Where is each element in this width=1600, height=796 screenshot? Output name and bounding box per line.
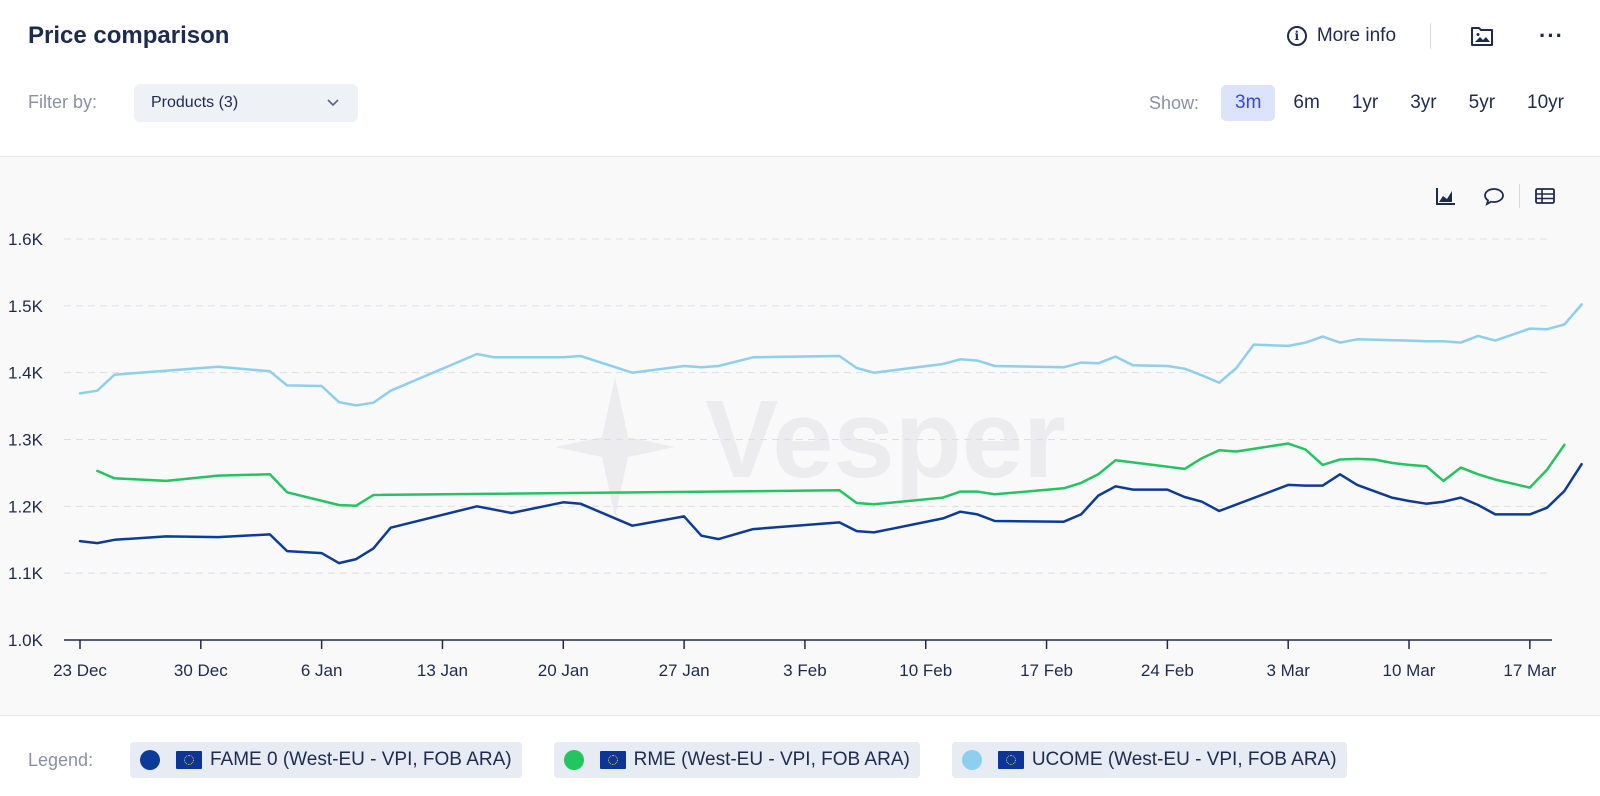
series-lines [78,303,1583,565]
image-export-icon[interactable] [1469,23,1495,49]
grid-lines [64,238,1552,574]
x-tick-label: 20 Jan [538,661,589,680]
y-axis: 1.0K 1.1K 1.2K 1.3K 1.4K 1.5K 1.6K [8,230,44,650]
legend: Legend: FAME 0 (West-EU - VPI, FOB ARA) … [0,716,1600,796]
toolbar-divider [1519,184,1520,208]
filter-value: Products (3) [151,94,239,111]
price-line-chart: Vesper 1.0K 1.1K 1.2K 1.3K 1.4K 1.5K 1.6K 23 D… [8,230,1583,680]
x-axis: 23 Dec 30 Dec 6 Jan 13 Jan 20 Jan 27 Jan 3 Feb… [53,639,1557,680]
chart-toolbar [1431,181,1560,211]
x-tick-label: 3 Mar [1266,661,1310,680]
watermark: Vesper [555,377,1066,517]
series-color-dot [961,750,982,770]
legend-item-fame0[interactable]: FAME 0 (West-EU - VPI, FOB ARA) [130,742,522,778]
y-tick-label: 1.0K [8,631,44,650]
chart-area: Vesper 1.0K 1.1K 1.2K 1.3K 1.4K 1.5K 1.6K 23 D… [0,156,1600,716]
x-tick-label: 30 Dec [174,661,228,680]
y-tick-label: 1.5K [8,297,44,316]
series-color-dot [140,750,160,770]
info-icon: i [1286,26,1307,46]
series-color-dot [563,750,584,770]
range-1yr-button[interactable]: 1yr [1351,92,1379,113]
eu-flag-icon [599,751,626,769]
more-info-button[interactable]: i More info [1286,25,1397,47]
y-tick-label: 1.4K [8,364,44,383]
series-line-1 [96,442,1566,507]
legend-items: FAME 0 (West-EU - VPI, FOB ARA) RME (Wes… [130,742,1347,778]
range-5yr-button[interactable]: 5yr [1468,92,1496,113]
legend-item-label: FAME 0 (West-EU - VPI, FOB ARA) [210,749,512,770]
x-tick-label: 24 Feb [1141,661,1194,680]
more-info-label: More info [1316,25,1397,46]
range-3yr-button[interactable]: 3yr [1410,92,1437,113]
chart-type-icon[interactable] [1431,181,1461,211]
y-tick-label: 1.1K [8,564,44,583]
legend-item-ucome[interactable]: UCOME (West-EU - VPI, FOB ARA) [951,742,1347,778]
x-tick-label: 13 Jan [417,661,468,680]
time-range-selector: Show: 3m 6m 1yr 3yr 5yr 10yr [1149,85,1578,121]
comment-icon[interactable] [1479,181,1509,211]
show-label: Show: [1148,92,1199,113]
x-tick-label: 10 Mar [1383,661,1436,680]
series-line-2 [78,303,1583,407]
y-tick-label: 1.3K [8,431,44,450]
series-line-0 [78,462,1583,565]
x-tick-label: 10 Feb [899,661,952,680]
legend-item-label: UCOME (West-EU - VPI, FOB ARA) [1031,749,1337,770]
x-tick-label: 17 Feb [1020,661,1073,680]
table-view-icon[interactable] [1530,181,1560,211]
page-title: Price comparison [28,22,230,49]
header: Price comparison i More info ··· Filter … [0,0,1600,156]
range-6m-button[interactable]: 6m [1293,92,1320,113]
chevron-down-icon [327,99,339,107]
x-tick-label: 6 Jan [301,661,343,680]
y-tick-label: 1.2K [8,497,44,516]
range-3m-button[interactable]: 3m [1221,85,1276,121]
legend-item-label: RME (West-EU - VPI, FOB ARA) [633,749,910,770]
range-10yr-button[interactable]: 10yr [1527,92,1564,113]
legend-item-rme[interactable]: RME (West-EU - VPI, FOB ARA) [553,742,920,778]
legend-label: Legend: [28,750,94,770]
more-options-icon[interactable]: ··· [1539,23,1564,48]
products-filter-select[interactable]: Products (3) [134,84,358,122]
eu-flag-icon [176,751,202,769]
filter-label: Filter by: [28,92,98,112]
divider [1430,23,1432,49]
eu-flag-icon [997,751,1024,769]
x-tick-label: 17 Mar [1503,661,1556,680]
x-tick-label: 3 Feb [783,661,826,680]
x-tick-label: 27 Jan [659,661,710,680]
x-tick-label: 23 Dec [53,661,107,680]
y-tick-label: 1.6K [8,230,44,249]
top-actions: i More info ··· [1286,20,1564,52]
